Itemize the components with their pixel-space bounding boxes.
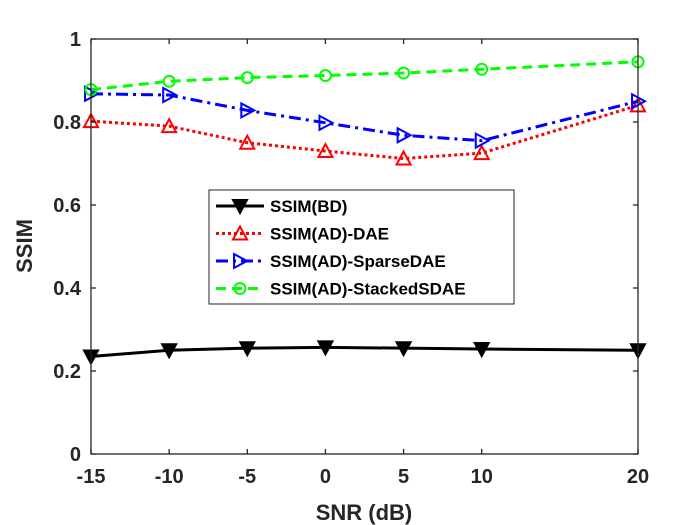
data-point-3-1 <box>162 74 176 88</box>
legend-label-2: SSIM(AD)-SparseDAE <box>270 252 446 271</box>
x-tick-label-2: -5 <box>238 466 256 488</box>
data-point-3-4 <box>397 66 411 80</box>
data-point-2-3 <box>318 114 335 132</box>
data-point-0-2 <box>238 341 256 358</box>
legend-label-3: SSIM(AD)-StackedSDAE <box>270 280 466 299</box>
series-line-3 <box>90 60 639 92</box>
data-point-2-2 <box>240 101 257 120</box>
x-tick-label-4: 5 <box>398 466 409 488</box>
y-tick-label-5: 1 <box>70 29 81 51</box>
y-tick-label-4: 0.8 <box>53 112 81 134</box>
data-point-3-5 <box>475 62 489 76</box>
data-point-3-2 <box>240 71 254 85</box>
data-point-1-1 <box>160 117 178 134</box>
legend-marker-1 <box>231 224 249 241</box>
y-tick-label-2: 0.4 <box>53 278 82 300</box>
data-point-2-4 <box>396 126 413 144</box>
legend-box <box>208 189 515 305</box>
x-tick-label-6: 20 <box>627 466 649 488</box>
x-axis-label: SNR (dB) <box>316 500 413 525</box>
data-point-0-4 <box>394 341 413 358</box>
data-point-1-3 <box>316 141 335 158</box>
legend-marker-2 <box>233 252 250 270</box>
data-point-2-1 <box>162 86 179 104</box>
data-point-1-4 <box>394 149 413 166</box>
x-tick-label-0: -15 <box>77 466 106 488</box>
y-tick-label-1: 0.2 <box>53 361 81 383</box>
data-point-1-2 <box>238 133 256 150</box>
data-point-1-5 <box>473 144 491 161</box>
series-line-1 <box>90 103 639 161</box>
axes-layer: -15 -10 -5 0 5 10 20 0 0.2 0.4 0.6 0.8 1 <box>53 29 649 488</box>
legend-label-0: SSIM(BD) <box>270 197 347 216</box>
x-tick-label-3: 0 <box>320 466 331 488</box>
legend: SSIM(BD) SSIM(AD)-DAE SSIM(AD)-SparseDAE SS… <box>208 189 515 305</box>
series-line-2 <box>90 92 639 143</box>
data-point-2-5 <box>474 131 491 150</box>
legend-marker-3 <box>233 282 247 295</box>
x-tick-label-1: -10 <box>155 466 184 488</box>
axes-box <box>90 38 639 455</box>
y-tick-label-3: 0.6 <box>53 195 81 217</box>
legend-marker-0 <box>231 199 249 216</box>
y-axis-label: SSIM <box>12 219 37 273</box>
data-point-3-3 <box>318 69 332 83</box>
data-point-0-5 <box>473 342 491 359</box>
x-tick-label-5: 10 <box>471 466 493 488</box>
y-tick-label-0: 0 <box>70 444 81 466</box>
legend-label-1: SSIM(AD)-DAE <box>270 225 389 244</box>
data-point-0-1 <box>160 343 178 360</box>
data-point-0-3 <box>316 340 335 357</box>
